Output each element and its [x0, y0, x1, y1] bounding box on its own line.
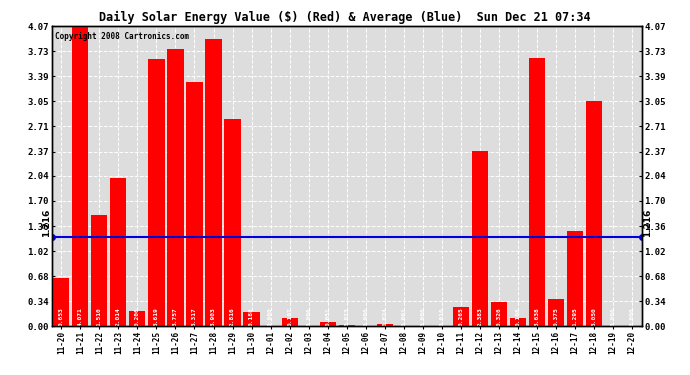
Text: 0.265: 0.265 [458, 307, 464, 326]
Bar [224, 118, 241, 326]
Text: 0.326: 0.326 [497, 307, 502, 326]
Bar [244, 312, 259, 326]
Text: 0.206: 0.206 [135, 307, 140, 326]
Bar [453, 307, 469, 326]
Bar [110, 178, 126, 326]
Bar [567, 231, 583, 326]
Text: 2.383: 2.383 [477, 307, 482, 326]
Text: 0.001: 0.001 [402, 307, 406, 326]
Bar [377, 324, 393, 326]
Text: 0.188: 0.188 [249, 307, 254, 326]
Text: 0.000: 0.000 [268, 307, 273, 326]
Text: 3.638: 3.638 [535, 307, 540, 326]
Text: 0.000: 0.000 [306, 307, 311, 326]
Bar [548, 298, 564, 326]
Text: 0.051: 0.051 [325, 307, 331, 326]
Text: 1.295: 1.295 [573, 307, 578, 326]
Text: 0.107: 0.107 [287, 307, 292, 326]
Text: 1.216: 1.216 [41, 208, 50, 237]
Bar [186, 82, 203, 326]
Text: Copyright 2008 Cartronics.com: Copyright 2008 Cartronics.com [55, 32, 189, 41]
Text: 0.010: 0.010 [440, 307, 444, 326]
Text: 3.903: 3.903 [211, 307, 216, 326]
Bar [91, 215, 108, 326]
Bar [529, 58, 545, 326]
Text: 0.023: 0.023 [344, 307, 349, 326]
Text: 1.510: 1.510 [97, 307, 102, 326]
Text: 0.000: 0.000 [630, 307, 635, 326]
Bar [53, 278, 70, 326]
Text: Daily Solar Energy Value ($) (Red) & Average (Blue)  Sun Dec 21 07:34: Daily Solar Energy Value ($) (Red) & Ave… [99, 11, 591, 24]
Text: 3.757: 3.757 [173, 307, 178, 326]
Text: 0.000: 0.000 [420, 307, 425, 326]
Text: 3.317: 3.317 [192, 307, 197, 326]
Text: 3.619: 3.619 [154, 307, 159, 326]
Bar [148, 60, 164, 326]
Bar [168, 50, 184, 326]
Bar [472, 151, 488, 326]
Text: 3.050: 3.050 [591, 307, 597, 326]
Bar [129, 311, 146, 326]
Text: 0.653: 0.653 [59, 307, 63, 326]
Text: 2.816: 2.816 [230, 307, 235, 326]
Bar [339, 324, 355, 326]
Bar [510, 318, 526, 326]
Bar [491, 302, 507, 326]
Text: 4.071: 4.071 [78, 307, 83, 326]
Text: 0.108: 0.108 [515, 307, 520, 326]
Bar [282, 318, 297, 326]
Text: 0.375: 0.375 [553, 307, 559, 326]
Text: 0.000: 0.000 [363, 307, 368, 326]
Text: 2.014: 2.014 [116, 307, 121, 326]
Text: 0.000: 0.000 [611, 307, 615, 326]
Text: 1.216: 1.216 [643, 208, 652, 237]
Bar [586, 101, 602, 326]
Bar [206, 39, 221, 326]
Text: 0.024: 0.024 [382, 307, 387, 326]
Bar [319, 322, 336, 326]
Bar [72, 26, 88, 326]
